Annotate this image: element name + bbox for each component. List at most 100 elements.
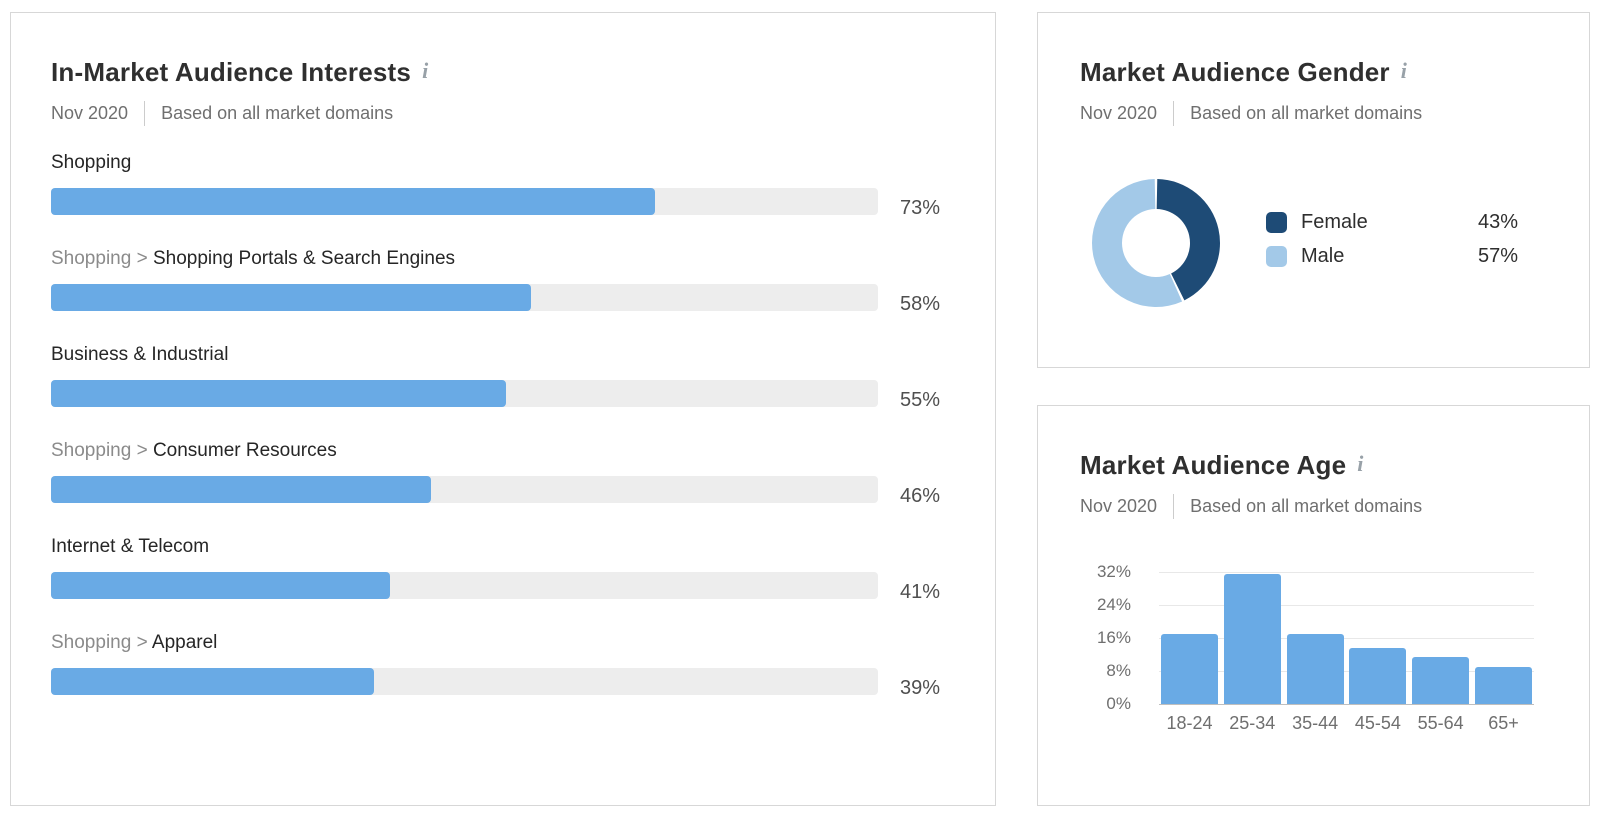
interest-label-prefix: Shopping >	[51, 632, 152, 653]
age-bar-45-54[interactable]	[1349, 648, 1407, 704]
interest-bar-track[interactable]	[51, 476, 878, 503]
interest-bar-fill[interactable]	[51, 572, 391, 599]
info-icon[interactable]: i	[1357, 451, 1364, 476]
legend-row[interactable]: Male 57%	[1266, 239, 1518, 273]
interest-value: 41%	[900, 581, 941, 603]
interest-bar-fill[interactable]	[51, 476, 432, 503]
info-icon[interactable]: i	[422, 58, 429, 83]
interest-label-main: Internet & Telecom	[51, 536, 210, 557]
interest-bar-track[interactable]	[51, 380, 878, 407]
interest-label: Shopping > Shopping Portals & Search Eng…	[51, 247, 955, 271]
interest-label-prefix: Shopping >	[51, 440, 153, 461]
interest-value: 58%	[900, 293, 941, 315]
interest-bar-fill[interactable]	[51, 668, 374, 695]
interest-rows: Shopping 73% Shopping > Shopping Portals…	[51, 151, 955, 699]
interest-label-main: Business & Industrial	[51, 344, 229, 365]
age-bar-slot	[1474, 572, 1532, 704]
interests-panel-title: In-Market Audience Interests	[51, 57, 412, 87]
interest-label-main: Consumer Resources	[152, 440, 337, 461]
age-bar-35-44[interactable]	[1286, 633, 1344, 704]
age-x-tick-label: 45-54	[1354, 713, 1401, 733]
legend-value: 57%	[1477, 244, 1518, 267]
age-y-tick-label: 32%	[1096, 562, 1131, 581]
interest-bar-track[interactable]	[51, 572, 878, 599]
interest-value: 73%	[900, 197, 941, 219]
gender-donut-chart	[1089, 176, 1223, 310]
legend-swatch	[1266, 245, 1287, 267]
age-bar-slot	[1286, 572, 1344, 704]
info-icon[interactable]: i	[1400, 58, 1407, 83]
age-gridline	[1159, 671, 1534, 672]
age-x-tick-label: 55-64	[1417, 713, 1464, 733]
interest-row: Business & Industrial 55%	[51, 343, 955, 411]
interest-row: Internet & Telecom 41%	[51, 535, 955, 603]
age-bar-slot	[1223, 572, 1281, 704]
gender-donut	[1092, 179, 1220, 307]
interests-date: Nov 2020	[51, 102, 129, 123]
age-bar-55-64[interactable]	[1412, 656, 1470, 704]
age-date: Nov 2020	[1080, 495, 1158, 516]
gender-date: Nov 2020	[1080, 102, 1158, 123]
subtitle-divider	[144, 100, 146, 126]
subtitle-divider	[1173, 100, 1175, 126]
interest-bar-track[interactable]	[51, 188, 878, 215]
interest-label: Shopping > Consumer Resources	[51, 439, 955, 463]
age-bar-slot	[1349, 572, 1407, 704]
age-y-tick-label: 16%	[1096, 628, 1131, 647]
legend-label: Male	[1301, 244, 1345, 267]
interests-scope: Based on all market domains	[161, 102, 394, 123]
subtitle-divider	[1173, 493, 1175, 519]
age-bar-slot	[1161, 572, 1218, 704]
age-bar-slot	[1412, 572, 1470, 704]
gender-legend: Female 43% Male 57%	[1266, 205, 1518, 273]
age-bar-chart	[1159, 572, 1534, 705]
age-y-tick-label: 24%	[1096, 595, 1131, 614]
age-bar-18-24[interactable]	[1161, 633, 1218, 704]
interest-bar-track[interactable]	[51, 668, 878, 695]
age-bar-65+[interactable]	[1474, 666, 1532, 704]
interest-row: Shopping > Shopping Portals & Search Eng…	[51, 247, 955, 315]
age-scope: Based on all market domains	[1190, 495, 1423, 516]
interest-row: Shopping > Apparel 39%	[51, 631, 955, 699]
interest-label: Business & Industrial	[51, 343, 955, 367]
interest-row: Shopping 73%	[51, 151, 955, 219]
interest-value: 46%	[900, 485, 941, 507]
legend-row[interactable]: Female 43%	[1266, 205, 1518, 239]
interest-label-main: Apparel	[151, 632, 218, 653]
gender-scope: Based on all market domains	[1190, 102, 1423, 123]
age-bar-25-34[interactable]	[1223, 574, 1281, 704]
age-baseline	[1159, 704, 1534, 705]
age-bars	[1159, 572, 1534, 704]
gender-panel-title: Market Audience Gender	[1080, 57, 1390, 87]
interest-bar-fill[interactable]	[51, 284, 531, 311]
gender-slice-male[interactable]	[1092, 179, 1183, 307]
age-x-tick-label: 25-34	[1229, 713, 1276, 733]
age-panel-title: Market Audience Age	[1080, 450, 1347, 480]
interest-label: Internet & Telecom	[51, 535, 955, 559]
age-gridline	[1159, 605, 1534, 606]
interest-label-main: Shopping	[51, 152, 132, 173]
legend-swatch	[1266, 211, 1287, 233]
age-y-tick-label: 8%	[1106, 661, 1131, 680]
age-panel: Market Audience Age i Nov 2020 Based on …	[1037, 405, 1590, 806]
legend-label: Female	[1301, 210, 1368, 233]
interest-value: 39%	[900, 677, 941, 699]
interest-value: 55%	[900, 389, 941, 411]
interest-label: Shopping	[51, 151, 955, 175]
gender-panel: Market Audience Gender i Nov 2020 Based …	[1037, 12, 1590, 368]
interest-bar-track[interactable]	[51, 284, 878, 311]
gender-slice-female[interactable]	[1156, 179, 1220, 301]
interest-row: Shopping > Consumer Resources 46%	[51, 439, 955, 507]
age-gridline	[1159, 638, 1534, 639]
interest-label-prefix: Shopping >	[51, 248, 153, 269]
interest-bar-fill[interactable]	[51, 188, 655, 215]
age-x-tick-label: 35-44	[1292, 713, 1339, 733]
age-x-axis: 18-24 25-34 35-44 45-54 55-64 65+	[1159, 713, 1534, 734]
interest-label-main: Shopping Portals & Search Engines	[152, 248, 456, 269]
age-gridline	[1159, 572, 1534, 573]
interest-bar-fill[interactable]	[51, 380, 506, 407]
age-y-tick-label: 0%	[1106, 694, 1131, 713]
age-y-axis: 32% 24% 16% 8% 0%	[1082, 562, 1131, 714]
age-x-tick-label: 18-24	[1166, 713, 1213, 733]
interests-panel: In-Market Audience Interests i Nov 2020 …	[10, 12, 996, 806]
